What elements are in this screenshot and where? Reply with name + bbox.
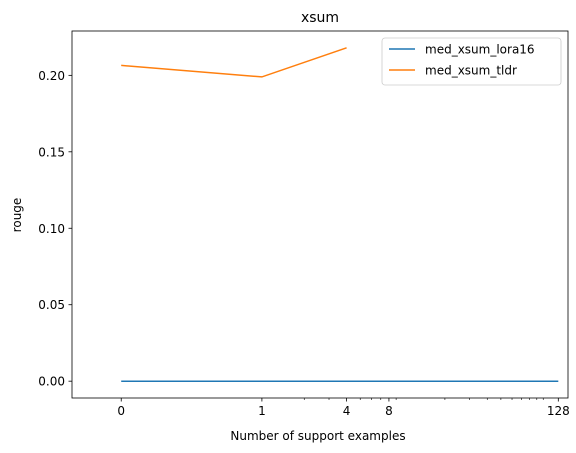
y-tick-label: 0.10: [38, 222, 65, 236]
y-tick-label: 0.20: [38, 69, 65, 83]
legend-label: med_xsum_tldr: [425, 64, 517, 78]
plot-area: [72, 31, 568, 398]
y-tick-label: 0.05: [38, 298, 65, 312]
x-axis-label: Number of support examples: [230, 429, 405, 443]
x-axis-ticks: 0 1 4 8 128: [117, 398, 570, 418]
y-axis-label: rouge: [10, 198, 24, 233]
y-axis-ticks: 0.00 0.05 0.10 0.15 0.20: [38, 69, 72, 389]
x-tick-label: 4: [343, 404, 351, 418]
x-tick-label: 0: [117, 404, 125, 418]
plot-frame: [71, 30, 569, 399]
x-tick-label: 1: [258, 404, 266, 418]
series-line-med_xsum_tldr: [121, 47, 347, 78]
legend-label: med_xsum_lora16: [425, 43, 535, 57]
legend-box: [381, 37, 562, 86]
y-tick-label: 0.15: [38, 145, 65, 159]
chart-title: xsum: [301, 10, 339, 26]
x-tick-label: 8: [385, 404, 393, 418]
legend: med_xsum_lora16 med_xsum_tldr: [381, 37, 562, 86]
x-tick-label: 128: [547, 404, 570, 418]
y-tick-label: 0.00: [38, 375, 65, 389]
series-layer: [121, 47, 559, 382]
